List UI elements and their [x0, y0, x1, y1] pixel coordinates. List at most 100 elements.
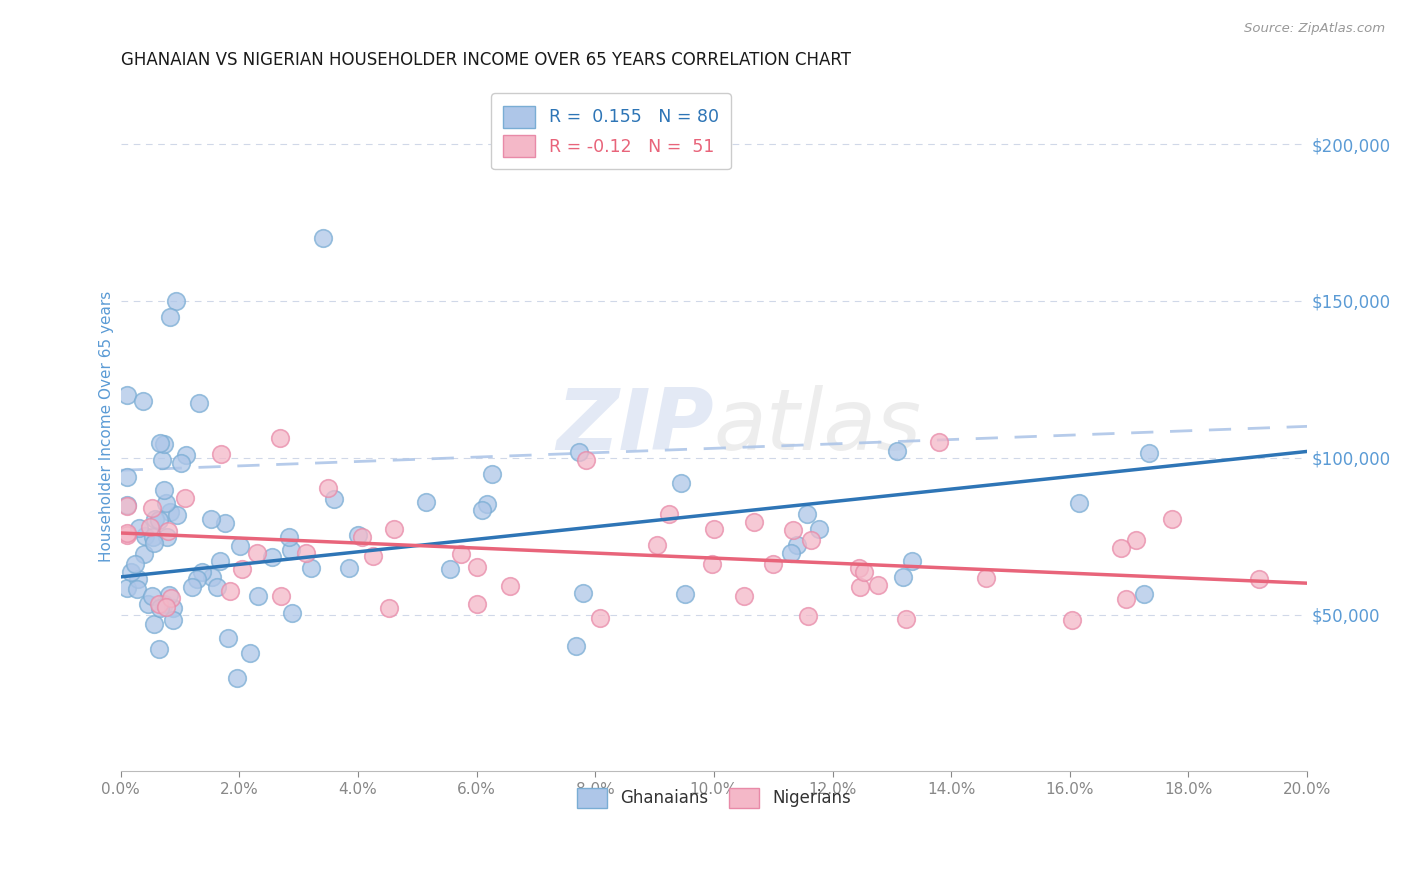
Point — [134, 529, 156, 543]
Point — [208, 554, 231, 568]
Point — [742, 515, 765, 529]
Point — [153, 483, 176, 497]
Point — [155, 496, 177, 510]
Point — [115, 528, 138, 542]
Point — [270, 589, 292, 603]
Point — [136, 597, 159, 611]
Point — [143, 512, 166, 526]
Point — [318, 481, 340, 495]
Point — [141, 589, 163, 603]
Point — [703, 522, 725, 536]
Point — [148, 641, 170, 656]
Point — [239, 646, 262, 660]
Point — [115, 388, 138, 402]
Point — [142, 536, 165, 550]
Point — [115, 581, 138, 595]
Point — [128, 521, 150, 535]
Point — [209, 446, 232, 460]
Point — [152, 597, 174, 611]
Point — [588, 611, 610, 625]
Point — [247, 589, 270, 603]
Point — [673, 587, 696, 601]
Point — [278, 530, 301, 544]
Point — [299, 561, 322, 575]
Point — [214, 516, 236, 530]
Point — [439, 561, 461, 575]
Point — [148, 512, 170, 526]
Point — [281, 606, 304, 620]
Text: atlas: atlas — [714, 384, 922, 468]
Point — [481, 467, 503, 482]
Point — [886, 444, 908, 458]
Point — [1247, 572, 1270, 586]
Point — [475, 497, 498, 511]
Point — [166, 508, 188, 522]
Point — [572, 586, 595, 600]
Point — [1125, 533, 1147, 547]
Point — [231, 562, 253, 576]
Point — [382, 522, 405, 536]
Point — [174, 448, 197, 462]
Point — [115, 526, 138, 541]
Point — [132, 547, 155, 561]
Point — [149, 601, 172, 615]
Point — [658, 507, 681, 521]
Point — [733, 589, 755, 603]
Point — [702, 558, 724, 572]
Point — [159, 310, 181, 324]
Point — [219, 584, 242, 599]
Point — [1137, 446, 1160, 460]
Text: Source: ZipAtlas.com: Source: ZipAtlas.com — [1244, 22, 1385, 36]
Point — [471, 502, 494, 516]
Point — [162, 613, 184, 627]
Point — [170, 456, 193, 470]
Point — [142, 530, 165, 544]
Point — [148, 597, 170, 611]
Point — [142, 616, 165, 631]
Point — [901, 554, 924, 568]
Point — [928, 435, 950, 450]
Point — [974, 571, 997, 585]
Point — [800, 533, 823, 548]
Point — [568, 445, 591, 459]
Point — [150, 452, 173, 467]
Point — [157, 524, 180, 539]
Point — [127, 572, 149, 586]
Point — [295, 546, 318, 560]
Point — [1062, 613, 1084, 627]
Point — [155, 599, 177, 614]
Point — [115, 499, 138, 513]
Point — [115, 470, 138, 484]
Point — [218, 631, 240, 645]
Point — [269, 431, 291, 445]
Point — [124, 558, 146, 572]
Point — [186, 572, 208, 586]
Point — [352, 530, 374, 544]
Point — [181, 580, 204, 594]
Point — [645, 538, 668, 552]
Point — [415, 494, 437, 508]
Point — [797, 608, 820, 623]
Point — [786, 538, 808, 552]
Point — [125, 582, 148, 597]
Point — [312, 231, 335, 245]
Y-axis label: Householder Income Over 65 years: Householder Income Over 65 years — [100, 291, 114, 562]
Point — [162, 601, 184, 615]
Point — [450, 547, 472, 561]
Point — [780, 546, 803, 560]
Point — [896, 612, 918, 626]
Point — [669, 475, 692, 490]
Point — [849, 580, 872, 594]
Point — [188, 396, 211, 410]
Point — [1115, 591, 1137, 606]
Point — [808, 522, 831, 536]
Point — [893, 570, 915, 584]
Text: GHANAIAN VS NIGERIAN HOUSEHOLDER INCOME OVER 65 YEARS CORRELATION CHART: GHANAIAN VS NIGERIAN HOUSEHOLDER INCOME … — [121, 51, 851, 69]
Point — [246, 546, 269, 560]
Point — [229, 539, 252, 553]
Point — [132, 394, 155, 409]
Point — [190, 566, 212, 580]
Point — [1109, 541, 1132, 555]
Legend: Ghanaians, Nigerians: Ghanaians, Nigerians — [571, 781, 858, 814]
Point — [159, 505, 181, 519]
